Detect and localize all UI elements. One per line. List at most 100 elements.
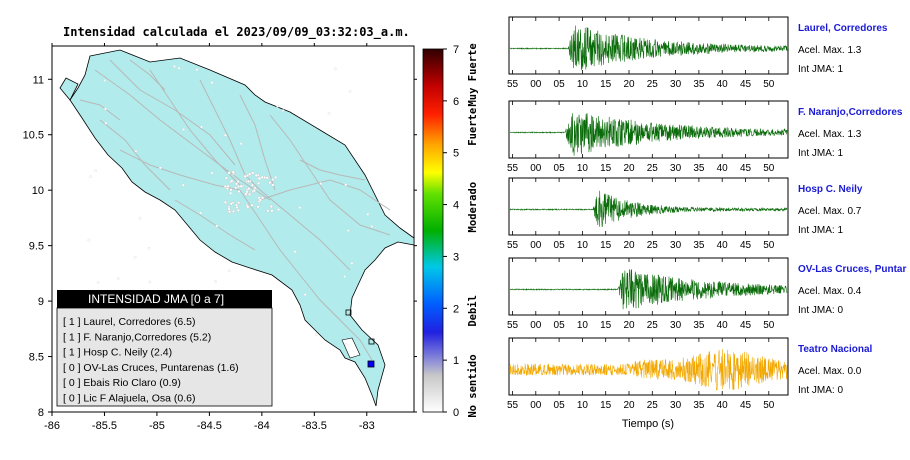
seismo-tick-label: 45 [740, 79, 752, 90]
colorbar-tick-label: 0 [453, 407, 459, 419]
seismo-tick-label: 55 [507, 320, 519, 331]
town-dot [348, 90, 352, 93]
seismo-tick-label: 00 [530, 320, 542, 331]
seismo-tick-label: 55 [507, 400, 519, 411]
nicoya-peninsula [59, 77, 79, 101]
seismo-tick-label: 20 [623, 163, 635, 174]
colorbar-label: Debil [467, 295, 479, 327]
seismo-tick-label: 50 [763, 320, 775, 331]
seismo-tick-label: 15 [600, 240, 612, 251]
road [79, 99, 121, 121]
town-dot [247, 186, 251, 191]
town-dot [239, 184, 243, 188]
road [259, 179, 391, 211]
colorbar-tick-label: 4 [453, 200, 459, 212]
seismo-tick-label: 10 [577, 320, 589, 331]
colorbar-tick-label: 7 [453, 44, 459, 56]
town-dot [236, 208, 240, 212]
town-dot [281, 109, 285, 112]
town-dot [250, 203, 254, 207]
colorbar-labels: No sentido Debil Moderado Fuerte Muy Fuerte [467, 43, 479, 417]
town-dot [270, 209, 274, 213]
map-x-tick-label: -84.5 [197, 420, 222, 432]
road-network [79, 59, 391, 361]
station-jma-intensity: Int JMA: 0 [798, 385, 844, 396]
colorbar-ticks: 0 1 2 3 4 5 6 7 [443, 44, 459, 419]
town-dot [230, 179, 234, 183]
seismo-tick-label: 40 [717, 163, 729, 174]
station-name: Teatro Nacional [798, 344, 873, 355]
map-x-axis: -86 -85.5 -85 -84.5 -84 -83.5 -83 [44, 43, 375, 432]
town-dot [366, 212, 370, 216]
seismo-tick-label: 40 [717, 240, 729, 251]
road [239, 189, 373, 361]
town-dot [223, 200, 228, 204]
station-jma-intensity: Int JMA: 1 [798, 64, 844, 75]
town-dot [177, 66, 181, 70]
seismo-tick-label: 25 [647, 163, 659, 174]
map-y-tick-label: 9 [38, 296, 44, 308]
town-dot [237, 189, 241, 194]
seismo-tick-label: 55 [507, 163, 519, 174]
seismo-tick-label: 30 [670, 400, 682, 411]
town-dot [182, 128, 185, 131]
map-y-tick-label: 9.5 [29, 241, 44, 253]
map-y-tick-label: 8 [38, 407, 44, 419]
town-dot [333, 67, 337, 71]
legend-item: [ 1 ] Hosp C. Neily (2.4) [63, 347, 172, 359]
station-accel-max: Acel. Max. 1.3 [798, 45, 862, 56]
seismo-tick-label: 40 [717, 79, 729, 90]
seismo-tick-label: 25 [647, 400, 659, 411]
station-marker-neily [368, 338, 375, 345]
seismo-tick-label: 35 [693, 400, 705, 411]
town-dot [227, 269, 231, 273]
seismo-tick-label: 10 [577, 240, 589, 251]
golfo-dulce [341, 337, 361, 359]
seismogram-trace [509, 112, 788, 156]
town-dot [262, 175, 267, 180]
town-dot [246, 205, 250, 209]
seismo-tick-label: 10 [577, 79, 589, 90]
town-dot [231, 170, 235, 174]
town-dot [298, 206, 302, 209]
town-dot [243, 174, 247, 178]
road [129, 59, 166, 91]
map-y-tick-label: 10.5 [23, 130, 44, 142]
legend-title: INTENSIDAD JMA [0 a 7] [88, 292, 224, 306]
town-dot [96, 281, 100, 284]
legend-header-bg [57, 290, 272, 308]
seismogram-panel: 55 00 05 10 15 20 25 30 35 40 45 50 [507, 100, 789, 174]
town-dot [227, 210, 232, 214]
town-dot [214, 280, 217, 284]
seismogram-panels: 55 00 05 10 15 20 25 30 35 40 45 50 55 00 05 10 15 20 25 30… [507, 16, 789, 430]
seismo-tick-label: 45 [740, 400, 752, 411]
station-jma-intensity: Int JMA: 1 [798, 148, 844, 159]
town-dot [133, 255, 137, 259]
legend-items: [ 1 ] Laurel, Corredores (6.5) [ 1 ] F. N… [63, 316, 239, 405]
seismo-tick-label: 10 [577, 163, 589, 174]
colorbar-label: Moderado [467, 182, 479, 233]
seismo-tick-label: 40 [717, 320, 729, 331]
seismo-tick-label: 05 [554, 400, 566, 411]
colorbar-label: No sentido [467, 354, 479, 417]
seismo-tick-label: 20 [623, 320, 635, 331]
station-marker-laurel [367, 360, 375, 368]
seismo-tick-label: 25 [647, 79, 659, 90]
seismo-tick-label: 45 [740, 240, 752, 251]
town-dot [227, 207, 231, 211]
town-dot [237, 185, 240, 188]
colorbar [422, 48, 444, 413]
town-dot [251, 171, 255, 175]
town-dot [116, 277, 120, 280]
seismo-tick-label: 00 [530, 240, 542, 251]
colorbar-label: Fuerte [467, 108, 479, 146]
map-x-tick-label: -85 [149, 420, 165, 432]
seismogram-panel: 55 00 05 10 15 20 25 30 35 40 45 50 [507, 257, 789, 331]
legend-item: [ 0 ] Ebais Rio Claro (0.9) [63, 377, 181, 389]
station-marker-osa [345, 309, 352, 316]
town-dot [258, 177, 262, 180]
seismo-tick-label: 15 [600, 163, 612, 174]
town-dot [229, 191, 233, 195]
town-dot [271, 183, 275, 187]
